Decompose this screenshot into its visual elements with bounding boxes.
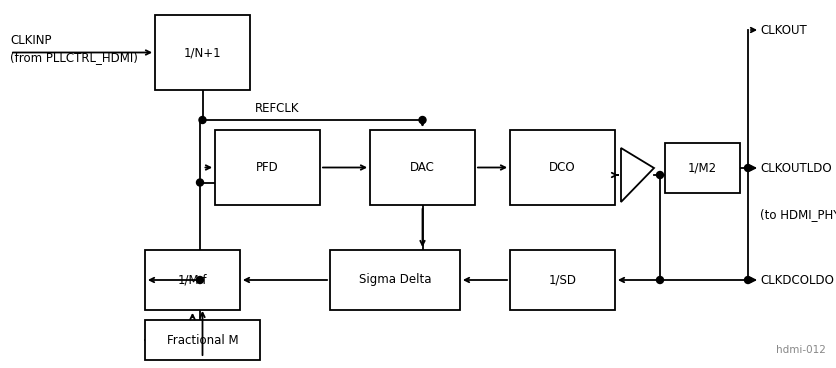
Bar <box>145 320 260 360</box>
Circle shape <box>745 276 752 283</box>
Text: hdmi-012: hdmi-012 <box>776 345 826 355</box>
Circle shape <box>656 171 664 178</box>
Circle shape <box>196 276 203 283</box>
Text: Sigma Delta: Sigma Delta <box>359 273 431 287</box>
Text: 1/N+1: 1/N+1 <box>184 46 222 59</box>
Text: CLKDCOLDO: CLKDCOLDO <box>760 273 833 287</box>
Text: 1/M2: 1/M2 <box>688 162 717 174</box>
Text: (to HDMI_PHY): (to HDMI_PHY) <box>760 209 836 222</box>
Text: PFD: PFD <box>256 161 279 174</box>
Circle shape <box>196 179 203 186</box>
Text: CLKINP: CLKINP <box>10 33 52 46</box>
Bar <box>330 250 460 310</box>
Bar <box>665 143 740 193</box>
Text: CLKOUT: CLKOUT <box>760 24 807 36</box>
Text: DAC: DAC <box>410 161 435 174</box>
Circle shape <box>199 117 206 124</box>
Bar <box>155 15 250 90</box>
Bar <box>510 250 615 310</box>
Text: (from PLLCTRL_HDMI): (from PLLCTRL_HDMI) <box>10 52 138 64</box>
Text: REFCLK: REFCLK <box>255 102 299 114</box>
Circle shape <box>745 164 752 171</box>
Text: Fractional M: Fractional M <box>166 333 238 347</box>
Circle shape <box>419 117 426 124</box>
Text: 1/SD: 1/SD <box>548 273 577 287</box>
Polygon shape <box>621 148 654 202</box>
Circle shape <box>656 276 664 283</box>
Bar <box>145 250 240 310</box>
Text: DCO: DCO <box>549 161 576 174</box>
Bar <box>370 130 475 205</box>
Text: CLKOUTLDO: CLKOUTLDO <box>760 162 832 174</box>
Bar <box>510 130 615 205</box>
Bar <box>215 130 320 205</box>
Text: 1/M.f: 1/M.f <box>178 273 207 287</box>
